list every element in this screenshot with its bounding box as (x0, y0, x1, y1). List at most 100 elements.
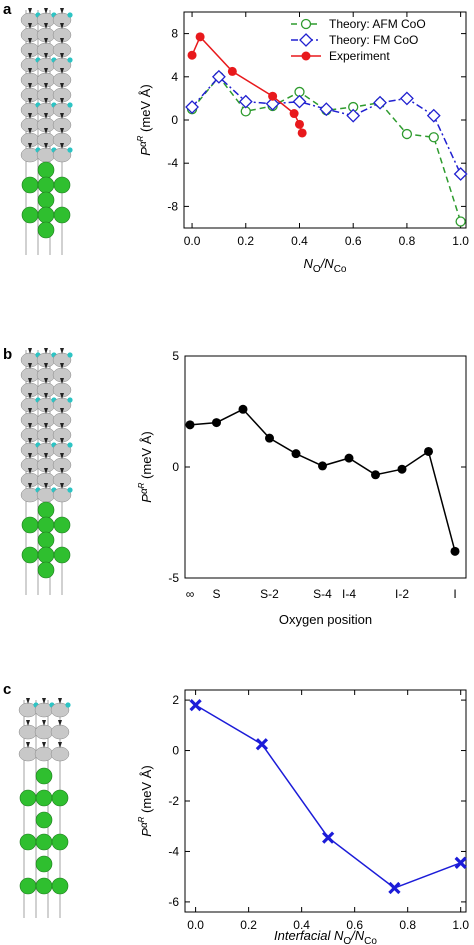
o-atom (67, 12, 73, 18)
o-atom (67, 442, 73, 448)
x-tick-label: S-2 (260, 587, 279, 601)
marker (185, 100, 199, 114)
x-axis-label-part: /N (320, 256, 335, 271)
spin-arrow (60, 143, 64, 149)
spin-arrow (60, 378, 64, 384)
x-tick-label: 0.2 (237, 234, 254, 248)
y-axis-label: PαR (meV Å) (137, 431, 154, 502)
pt-atom (21, 176, 39, 194)
y-axis-label-part: (meV Å) (139, 431, 154, 482)
pt-atom (53, 206, 71, 224)
marker (371, 470, 380, 480)
spin-arrow (60, 468, 64, 474)
marker (195, 32, 205, 42)
co-atom (50, 746, 70, 762)
y-axis-label-part: α (139, 488, 150, 494)
spin-arrow (44, 393, 48, 399)
x-tick-label: I-2 (395, 587, 409, 601)
y-axis-label: PαR (meV Å) (136, 84, 153, 155)
y-tick-label: -2 (168, 794, 179, 808)
pt-atom (51, 833, 69, 851)
marker (189, 699, 202, 712)
legend-marker (299, 33, 313, 47)
marker (292, 94, 307, 109)
spin-arrow (60, 408, 64, 414)
spin-arrow (60, 98, 64, 104)
marker (399, 91, 414, 106)
marker (211, 69, 226, 84)
spin-arrow (44, 23, 48, 29)
series-line (189, 408, 456, 552)
x-tick-label: I (453, 587, 456, 601)
spin-arrow (28, 348, 32, 354)
marker (453, 167, 468, 181)
marker (265, 96, 280, 111)
y-axis-label-part: P (139, 494, 154, 503)
x-tick-label: ∞ (186, 587, 195, 601)
co-atom (50, 724, 70, 740)
o-atom (65, 702, 71, 708)
spin-arrow (28, 408, 32, 414)
spin-arrow (60, 23, 64, 29)
y-tick-label: 0 (172, 744, 179, 758)
pt-atom (19, 877, 37, 895)
x-tick-label: S-4 (313, 587, 332, 601)
x-axis-label-part: Co (364, 936, 377, 945)
x-axis-label: NO/NCo (304, 256, 347, 275)
spin-arrow (44, 68, 48, 74)
marker (426, 108, 441, 123)
pt-atom (19, 833, 37, 851)
spin-arrow (28, 393, 32, 399)
spin-arrow (28, 38, 32, 44)
y-axis-label-part: α (138, 141, 149, 147)
pt-atom (37, 561, 55, 579)
o-atom (67, 487, 73, 493)
spin-arrow (28, 53, 32, 59)
spin-arrow (28, 83, 32, 89)
pt-atom (37, 546, 55, 564)
marker (454, 856, 467, 869)
o-atom (67, 102, 73, 108)
marker (319, 102, 334, 117)
x-tick-label: 1.0 (452, 918, 469, 932)
marker (227, 66, 237, 76)
marker (185, 420, 195, 430)
spin-arrow (28, 378, 32, 384)
spin-arrow (28, 453, 32, 459)
y-axis-label-part: R (137, 816, 146, 822)
spin-arrow (28, 438, 32, 444)
pt-atom (37, 531, 55, 549)
marker (265, 433, 274, 443)
series-line (191, 35, 303, 134)
marker (297, 128, 307, 138)
y-tick-label: -5 (168, 571, 179, 585)
plot-frame (183, 11, 467, 229)
spin-arrow (44, 53, 48, 59)
co-atom (34, 746, 54, 762)
spin-arrow (60, 438, 64, 444)
pt-atom (37, 176, 55, 194)
y-axis-label-part: α (139, 822, 150, 828)
pt-atom (51, 789, 69, 807)
pt-atom (35, 789, 53, 807)
marker (388, 881, 401, 895)
spin-arrow (44, 468, 48, 474)
panel-label: c (3, 681, 11, 698)
legend-marker (301, 51, 311, 61)
y-tick-label: -8 (167, 199, 178, 213)
y-axis-label-part: P (138, 147, 153, 156)
y-tick-label: 0 (171, 113, 178, 127)
spin-arrow (60, 393, 64, 399)
spin-arrow (58, 698, 62, 704)
legend-label: Theory: FM CoO (329, 33, 418, 47)
pt-atom (35, 811, 53, 829)
y-axis-label-part: R (136, 135, 145, 141)
co-atom (18, 746, 38, 762)
spin-arrow (28, 128, 32, 134)
pt-atom (21, 516, 39, 534)
spin-arrow (60, 38, 64, 44)
marker (450, 546, 460, 556)
pt-atom (37, 516, 55, 534)
y-axis-label-part: (meV Å) (139, 765, 154, 816)
y-tick-label: -6 (168, 895, 179, 909)
